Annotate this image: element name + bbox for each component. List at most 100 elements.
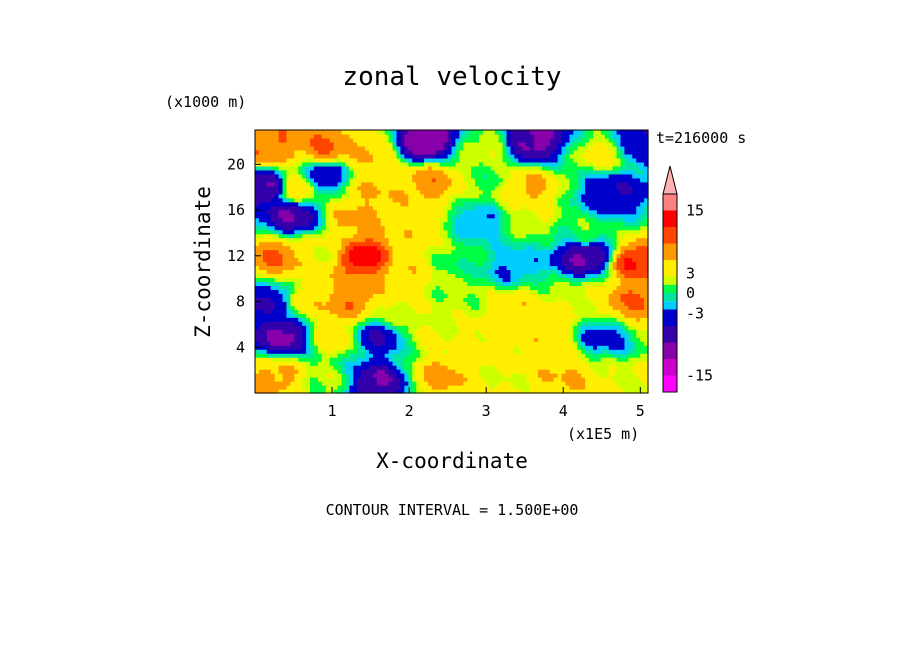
contour-cell xyxy=(306,237,311,243)
contour-cell xyxy=(337,277,343,283)
contour-cell xyxy=(506,341,512,346)
contour-cell xyxy=(482,301,488,306)
contour-cell xyxy=(368,241,374,247)
contour-cell xyxy=(286,357,291,362)
contour-cell xyxy=(514,353,519,358)
contour-cell xyxy=(581,217,586,223)
contour-cell xyxy=(298,225,303,231)
contour-cell xyxy=(451,329,457,334)
contour-cell xyxy=(577,261,582,267)
contour-cell xyxy=(255,313,260,318)
contour-cell xyxy=(526,265,531,271)
contour-cell xyxy=(427,261,433,267)
contour-cell xyxy=(530,249,535,255)
contour-cell xyxy=(412,353,417,358)
contour-cell xyxy=(368,325,374,330)
contour-cell xyxy=(321,257,327,263)
contour-cell xyxy=(467,297,472,302)
contour-cell xyxy=(420,241,425,247)
contour-cell xyxy=(384,345,390,350)
contour-cell xyxy=(255,205,260,211)
contour-cell xyxy=(455,329,460,334)
contour-cell xyxy=(510,209,515,215)
contour-cell xyxy=(361,317,366,322)
contour-cell xyxy=(557,241,563,247)
contour-cell xyxy=(541,357,547,362)
contour-cell xyxy=(624,357,629,362)
contour-cell xyxy=(522,217,527,223)
contour-cell xyxy=(522,273,527,279)
contour-cell xyxy=(435,329,441,334)
contour-cell xyxy=(592,321,598,326)
contour-cell xyxy=(620,325,626,330)
contour-cell xyxy=(553,213,559,219)
contour-cell xyxy=(258,217,264,223)
contour-cell xyxy=(644,317,649,322)
contour-cell xyxy=(577,301,582,306)
contour-cell xyxy=(270,257,276,263)
contour-cell xyxy=(396,361,402,366)
contour-cell xyxy=(282,301,288,306)
contour-cell xyxy=(636,277,641,283)
contour-cell xyxy=(545,297,551,302)
contour-cell xyxy=(427,221,433,227)
contour-cell xyxy=(553,377,559,382)
contour-cell xyxy=(255,201,260,207)
contour-cell xyxy=(310,349,315,354)
contour-cell xyxy=(294,369,299,374)
contour-cell xyxy=(286,281,291,286)
contour-cell xyxy=(361,313,366,318)
contour-cell xyxy=(380,369,386,374)
contour-cell xyxy=(455,313,460,318)
contour-cell xyxy=(317,325,323,330)
contour-cell xyxy=(317,353,323,358)
contour-cell xyxy=(640,285,645,290)
contour-cell xyxy=(262,281,268,286)
contour-cell xyxy=(298,289,303,294)
contour-cell xyxy=(573,285,578,290)
contour-cell xyxy=(388,233,394,239)
contour-cell xyxy=(451,301,457,306)
contour-cell xyxy=(310,237,315,243)
contour-cell xyxy=(392,353,398,358)
contour-cell xyxy=(471,277,476,283)
contour-cell xyxy=(490,249,496,255)
contour-cell xyxy=(644,241,649,247)
contour-cell xyxy=(510,229,515,235)
contour-cell xyxy=(624,329,629,334)
contour-cell xyxy=(317,233,323,239)
contour-cell xyxy=(353,389,358,394)
contour-cell xyxy=(443,353,449,358)
contour-cell xyxy=(482,253,488,259)
contour-cell xyxy=(545,281,551,286)
contour-cell xyxy=(475,209,480,215)
contour-cell xyxy=(396,281,402,286)
contour-cell xyxy=(262,253,268,259)
contour-cell xyxy=(541,289,547,294)
contour-cell xyxy=(286,241,291,247)
contour-cell xyxy=(494,369,500,374)
contour-cell xyxy=(644,321,649,326)
contour-cell xyxy=(349,325,354,330)
contour-cell xyxy=(585,293,590,298)
contour-cell xyxy=(616,313,622,318)
contour-cell xyxy=(447,337,453,342)
contour-cell xyxy=(353,237,358,243)
contour-cell xyxy=(404,361,409,366)
contour-cell xyxy=(644,257,649,263)
contour-cell xyxy=(353,261,358,267)
contour-cell xyxy=(467,317,472,322)
contour-cell xyxy=(530,317,535,322)
contour-cell xyxy=(423,201,429,207)
contour-cell xyxy=(262,197,268,203)
contour-cell xyxy=(592,369,598,374)
contour-cell xyxy=(459,357,464,362)
contour-cell xyxy=(553,269,559,275)
contour-cell xyxy=(325,369,331,374)
contour-cell xyxy=(357,237,362,243)
contour-cell xyxy=(506,377,512,382)
contour-cell xyxy=(380,353,386,358)
contour-cell xyxy=(640,201,645,207)
contour-cell xyxy=(608,241,614,247)
contour-cell xyxy=(577,233,582,239)
